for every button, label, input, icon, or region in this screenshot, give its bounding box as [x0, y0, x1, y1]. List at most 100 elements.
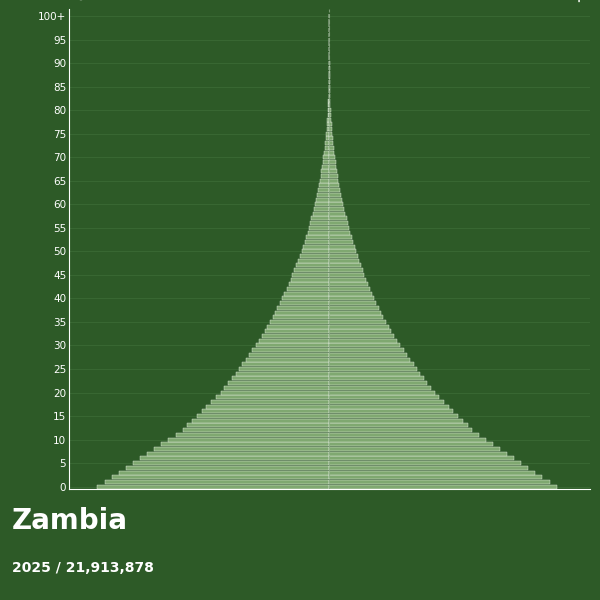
Bar — [329, 164, 337, 169]
Bar — [329, 320, 386, 324]
Bar — [242, 362, 329, 366]
Bar — [329, 367, 417, 371]
Bar — [314, 207, 329, 211]
Bar — [329, 127, 332, 131]
Bar — [182, 428, 329, 432]
Bar — [329, 433, 479, 437]
Bar — [329, 447, 500, 451]
Bar — [329, 358, 410, 362]
Bar — [147, 452, 329, 456]
Bar — [308, 230, 329, 235]
Bar — [154, 447, 329, 451]
Bar — [329, 226, 349, 230]
Bar — [315, 202, 329, 206]
Bar — [329, 457, 514, 460]
Bar — [272, 315, 329, 319]
Bar — [302, 250, 329, 253]
Bar — [329, 221, 348, 225]
Bar — [256, 343, 329, 347]
Bar — [328, 103, 329, 107]
Bar — [329, 254, 358, 258]
Bar — [328, 99, 329, 103]
Bar — [329, 419, 463, 423]
Bar — [305, 240, 329, 244]
Bar — [277, 306, 329, 310]
Bar — [317, 193, 329, 197]
Bar — [329, 296, 374, 301]
Bar — [290, 278, 329, 281]
Bar — [324, 151, 329, 155]
Bar — [329, 212, 346, 216]
Bar — [329, 343, 400, 347]
Bar — [326, 136, 329, 140]
Bar — [329, 146, 334, 150]
Bar — [329, 273, 364, 277]
Bar — [228, 381, 329, 385]
Bar — [249, 353, 329, 357]
Bar — [176, 433, 329, 437]
Bar — [295, 268, 329, 272]
Bar — [329, 136, 333, 140]
Bar — [298, 259, 329, 263]
Bar — [112, 475, 329, 479]
Bar — [239, 367, 329, 371]
Bar — [284, 292, 329, 296]
Bar — [329, 372, 421, 376]
Bar — [140, 457, 329, 460]
Bar — [300, 254, 329, 258]
Bar — [221, 391, 329, 395]
Bar — [206, 404, 329, 409]
Bar — [282, 296, 329, 301]
Bar — [329, 329, 391, 334]
Bar — [329, 485, 557, 488]
Bar — [192, 419, 329, 423]
Bar — [326, 132, 329, 136]
Bar — [329, 230, 350, 235]
Bar — [329, 461, 521, 465]
Bar — [329, 353, 407, 357]
Bar — [329, 240, 353, 244]
Bar — [133, 461, 329, 465]
Bar — [323, 160, 329, 164]
Bar — [316, 197, 329, 202]
Bar — [259, 339, 329, 343]
Bar — [287, 287, 329, 291]
Bar — [329, 292, 372, 296]
Bar — [329, 179, 338, 183]
Bar — [329, 470, 535, 475]
Bar — [232, 376, 329, 380]
Bar — [327, 122, 329, 126]
Bar — [329, 122, 332, 126]
Bar — [329, 141, 334, 145]
Bar — [329, 113, 331, 117]
Bar — [329, 89, 330, 94]
Bar — [329, 259, 359, 263]
Bar — [329, 424, 467, 427]
Bar — [329, 400, 444, 404]
Bar — [329, 207, 344, 211]
Bar — [161, 442, 329, 446]
Bar — [329, 155, 335, 159]
Bar — [325, 141, 329, 145]
Bar — [313, 212, 329, 216]
Bar — [329, 325, 389, 329]
Bar — [329, 301, 376, 305]
Bar — [329, 151, 334, 155]
Bar — [327, 127, 329, 131]
Bar — [319, 184, 329, 187]
Bar — [329, 184, 339, 187]
Bar — [320, 174, 329, 178]
Bar — [329, 108, 331, 112]
Bar — [322, 169, 329, 173]
Bar — [329, 174, 338, 178]
Bar — [187, 424, 329, 427]
Bar — [270, 320, 329, 324]
Text: 2025 / 21,913,878: 2025 / 21,913,878 — [12, 561, 154, 575]
Bar — [323, 155, 329, 159]
Bar — [329, 339, 397, 343]
Bar — [318, 188, 329, 192]
Bar — [329, 160, 335, 164]
Bar — [329, 437, 485, 442]
Bar — [309, 226, 329, 230]
Bar — [329, 475, 542, 479]
